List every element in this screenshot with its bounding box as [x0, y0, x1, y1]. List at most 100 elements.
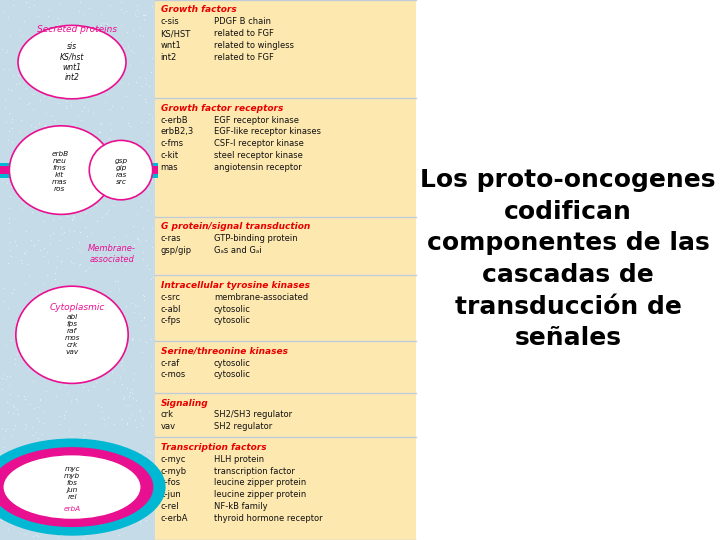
- Point: [126, 299, 138, 308]
- Point: [56, 463, 68, 472]
- Point: [37, 448, 48, 456]
- Point: [52, 500, 63, 508]
- Point: [6, 124, 18, 132]
- Text: cytosolic: cytosolic: [214, 359, 251, 368]
- Point: [94, 128, 105, 137]
- Point: [139, 321, 150, 329]
- Point: [118, 43, 130, 52]
- Point: [118, 310, 130, 319]
- Point: [84, 428, 95, 436]
- Point: [40, 73, 52, 82]
- Point: [134, 448, 145, 456]
- Point: [107, 521, 119, 529]
- Point: [3, 219, 14, 227]
- Point: [78, 434, 89, 442]
- Ellipse shape: [16, 286, 128, 383]
- Point: [126, 389, 138, 398]
- Text: SH2 regulator: SH2 regulator: [214, 422, 272, 431]
- Point: [78, 127, 90, 136]
- Text: Membrane-
associated: Membrane- associated: [88, 244, 135, 264]
- Point: [52, 340, 63, 349]
- Point: [40, 120, 51, 129]
- Point: [35, 87, 47, 96]
- Point: [109, 329, 120, 338]
- Text: Transmembrane: Transmembrane: [40, 147, 114, 156]
- Point: [116, 414, 127, 423]
- Text: cytosolic: cytosolic: [214, 316, 251, 326]
- Point: [74, 260, 86, 268]
- Point: [52, 252, 63, 260]
- Point: [23, 98, 35, 107]
- Point: [29, 122, 40, 131]
- Point: [81, 169, 93, 178]
- Point: [21, 160, 32, 169]
- Point: [22, 190, 34, 199]
- Point: [45, 112, 57, 120]
- Point: [27, 344, 38, 353]
- Point: [85, 517, 96, 525]
- Bar: [155, 393, 416, 437]
- Point: [2, 12, 14, 21]
- Ellipse shape: [18, 25, 126, 99]
- Point: [20, 247, 32, 255]
- Point: [146, 224, 158, 232]
- Point: [96, 21, 107, 30]
- Text: Growth factors: Growth factors: [161, 5, 236, 15]
- Ellipse shape: [3, 455, 141, 519]
- Point: [30, 293, 41, 302]
- Point: [17, 153, 28, 161]
- Point: [104, 264, 115, 273]
- Point: [102, 145, 114, 154]
- Point: [120, 302, 132, 310]
- Point: [31, 414, 42, 422]
- Point: [122, 341, 134, 350]
- Point: [108, 377, 120, 386]
- Point: [135, 118, 146, 126]
- Point: [19, 279, 30, 288]
- Point: [92, 288, 104, 296]
- Point: [142, 137, 153, 145]
- Point: [0, 374, 7, 382]
- Point: [75, 194, 86, 202]
- Point: [130, 142, 142, 151]
- Point: [125, 388, 136, 396]
- Text: angiotensin receptor: angiotensin receptor: [214, 163, 302, 172]
- Point: [84, 442, 96, 451]
- Point: [117, 248, 128, 256]
- Point: [0, 94, 11, 103]
- Point: [34, 47, 45, 56]
- Point: [51, 84, 63, 92]
- Point: [71, 312, 83, 321]
- Point: [46, 83, 58, 92]
- Point: [79, 173, 91, 181]
- Point: [5, 118, 17, 127]
- Point: [90, 166, 102, 174]
- Point: [4, 246, 16, 254]
- Point: [91, 485, 103, 494]
- Point: [89, 136, 100, 145]
- Point: [129, 300, 140, 309]
- Point: [68, 92, 80, 100]
- Point: [35, 96, 46, 104]
- Point: [10, 241, 22, 249]
- Text: c-ras: c-ras: [161, 234, 181, 244]
- Point: [0, 434, 9, 443]
- Point: [4, 191, 16, 200]
- Point: [118, 9, 130, 17]
- Point: [69, 122, 81, 130]
- Point: [105, 303, 117, 312]
- Point: [84, 262, 95, 271]
- Point: [117, 356, 128, 365]
- Point: [59, 458, 71, 467]
- Text: Intracellular tyrosine kinases: Intracellular tyrosine kinases: [161, 281, 310, 290]
- Point: [4, 390, 15, 399]
- Point: [138, 296, 150, 305]
- Point: [5, 181, 17, 190]
- Point: [117, 395, 129, 403]
- Point: [17, 154, 28, 163]
- Point: [130, 454, 141, 462]
- Point: [132, 210, 143, 218]
- Point: [66, 100, 77, 109]
- Point: [30, 298, 41, 306]
- Point: [86, 522, 98, 531]
